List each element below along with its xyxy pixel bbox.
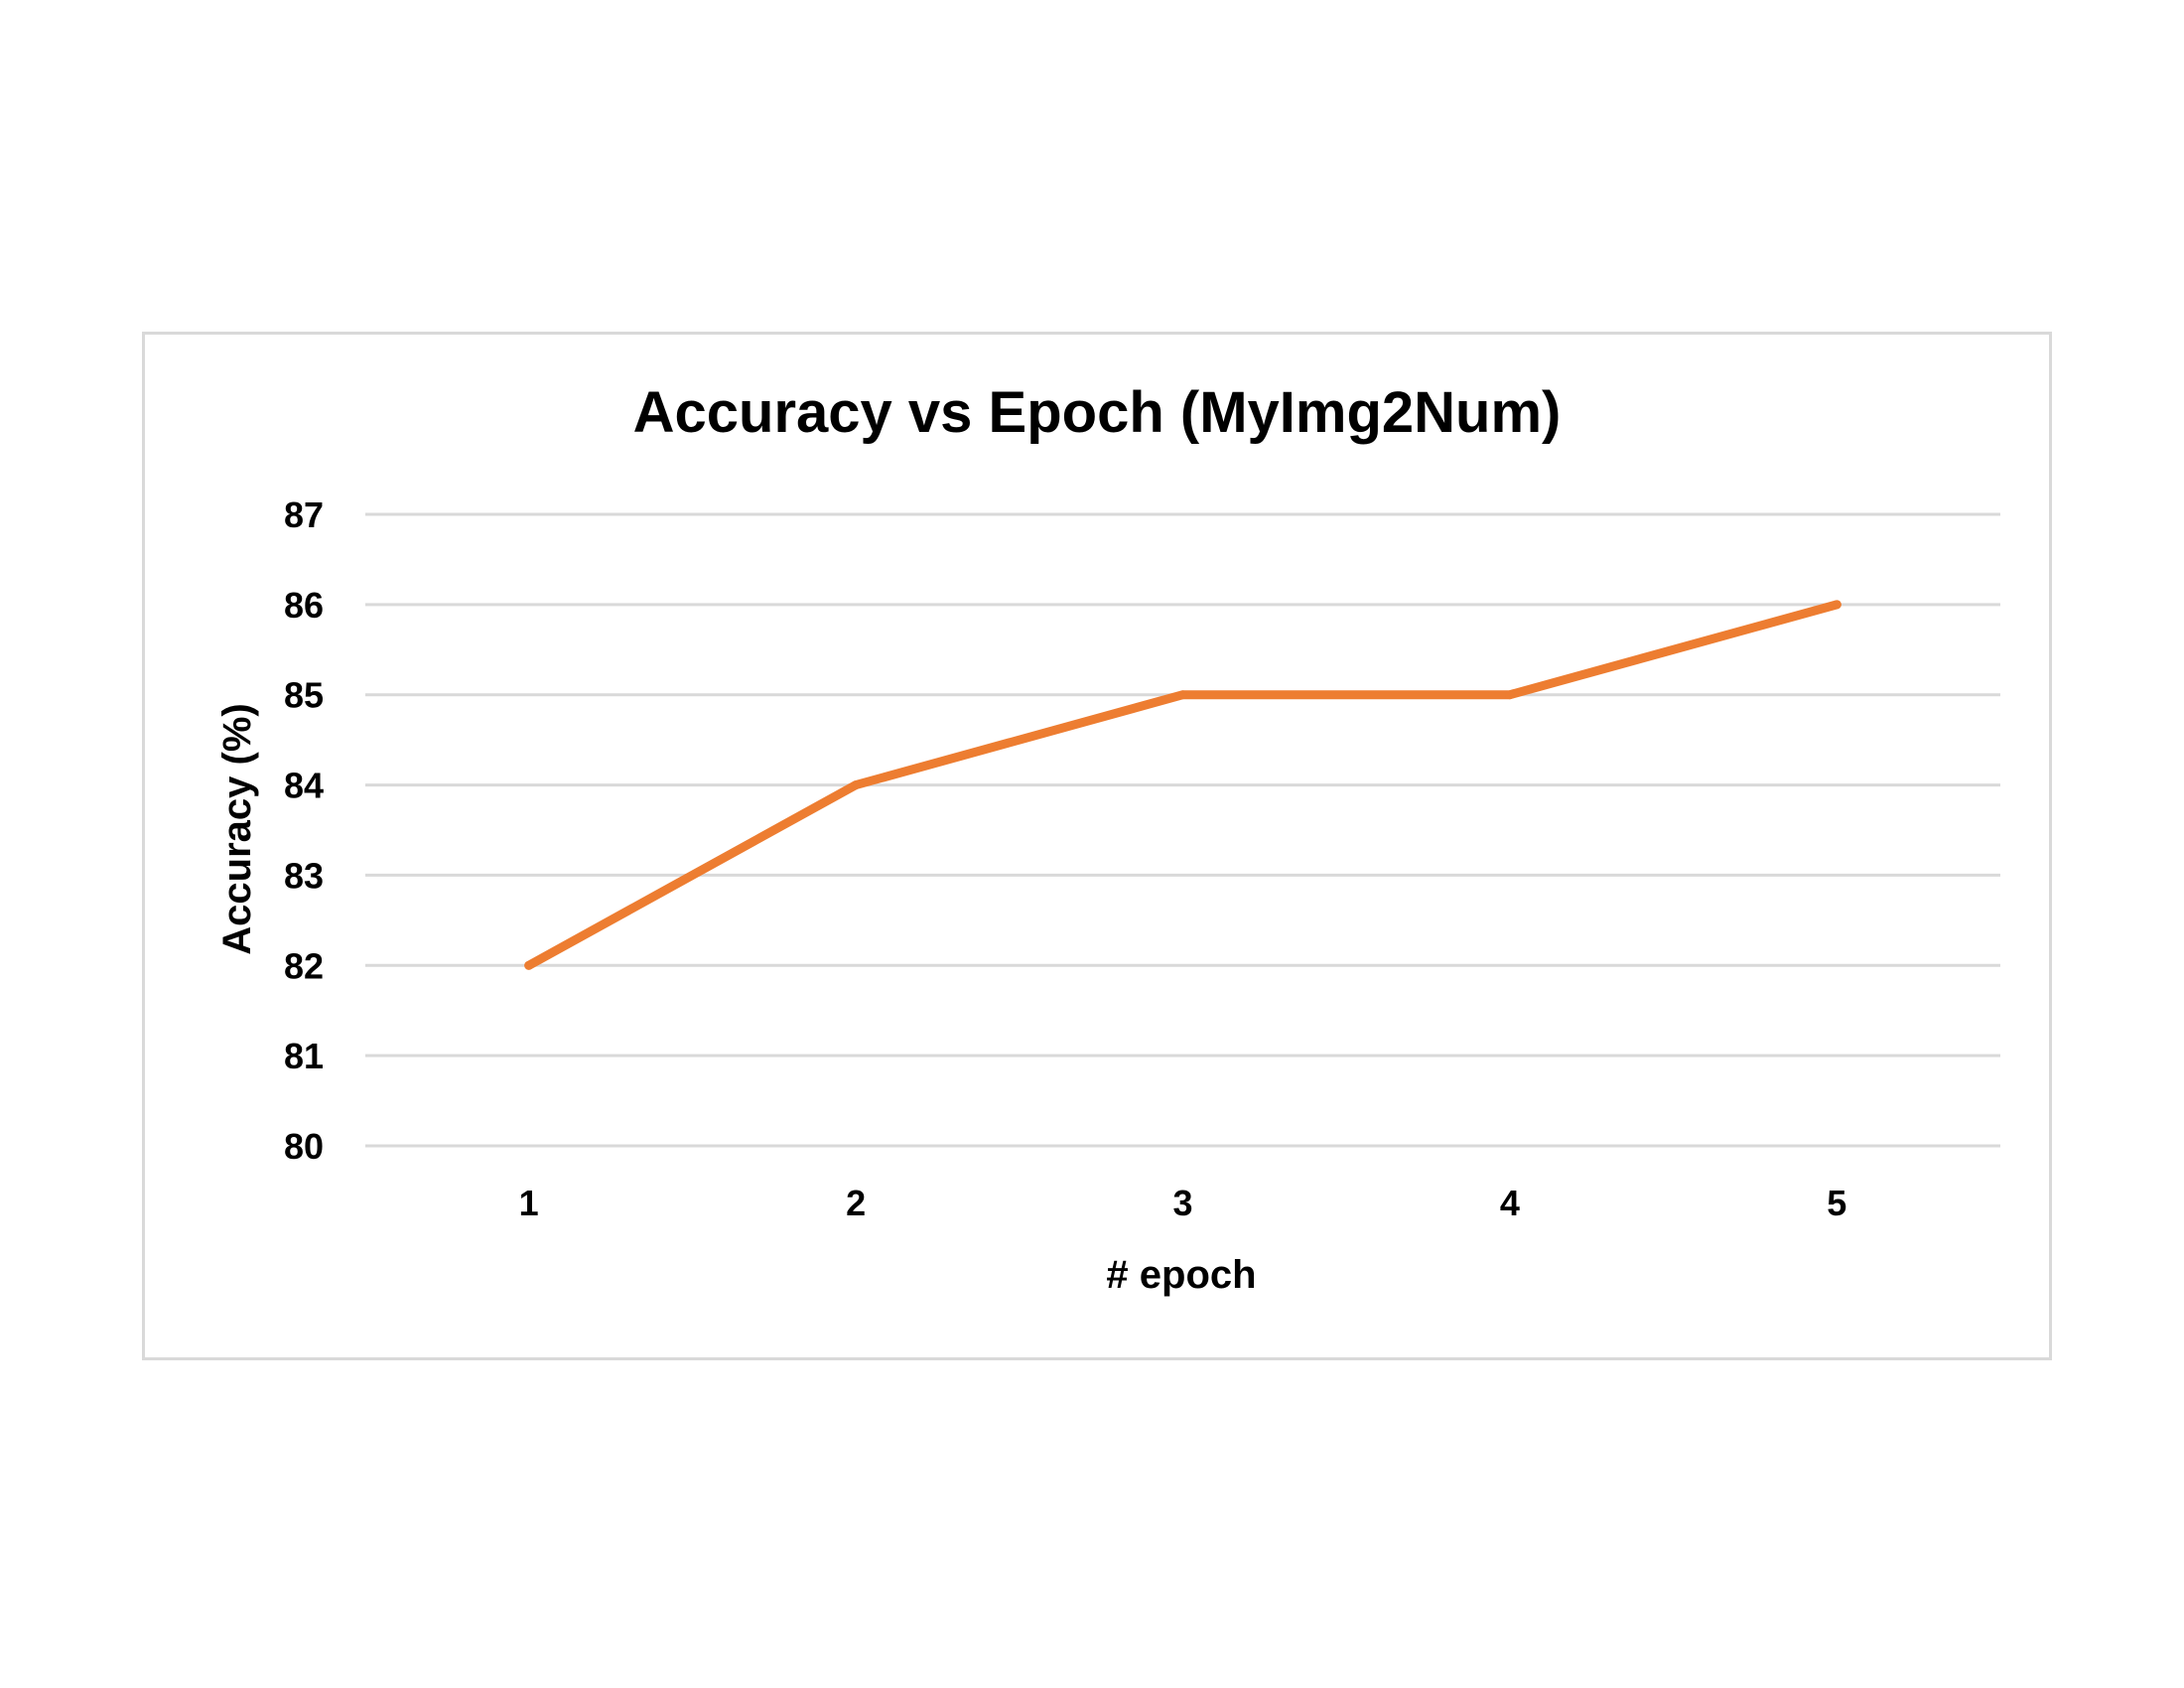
y-axis-ticks: 80 81 82 83 84 85 86 87 [284,494,324,1167]
x-tick-label: 3 [1172,1183,1192,1223]
y-tick-label: 81 [284,1036,324,1076]
y-axis-title: Accuracy (%) [215,703,259,954]
y-tick-label: 87 [284,494,324,535]
data-point [1178,690,1187,700]
x-axis-ticks: 1 2 3 4 5 [519,1183,1847,1223]
x-tick-label: 2 [846,1183,866,1223]
y-tick-label: 84 [284,766,324,806]
chart-title: Accuracy vs Epoch (MyImg2Num) [633,380,1562,445]
y-tick-label: 86 [284,585,324,626]
x-axis-title: # epoch [1106,1253,1256,1297]
gridlines [365,512,2000,1148]
data-point [851,780,861,790]
chart-frame [142,332,2052,1360]
data-point [1832,600,1842,610]
x-tick-label: 4 [1500,1183,1520,1223]
y-tick-label: 85 [284,675,324,716]
y-tick-label: 80 [284,1126,324,1167]
data-point [524,960,534,970]
data-point [1505,690,1515,700]
x-tick-label: 5 [1827,1183,1846,1223]
series-layer [524,600,1842,970]
x-tick-label: 1 [519,1183,539,1223]
y-tick-label: 82 [284,945,324,986]
y-tick-label: 83 [284,855,324,896]
